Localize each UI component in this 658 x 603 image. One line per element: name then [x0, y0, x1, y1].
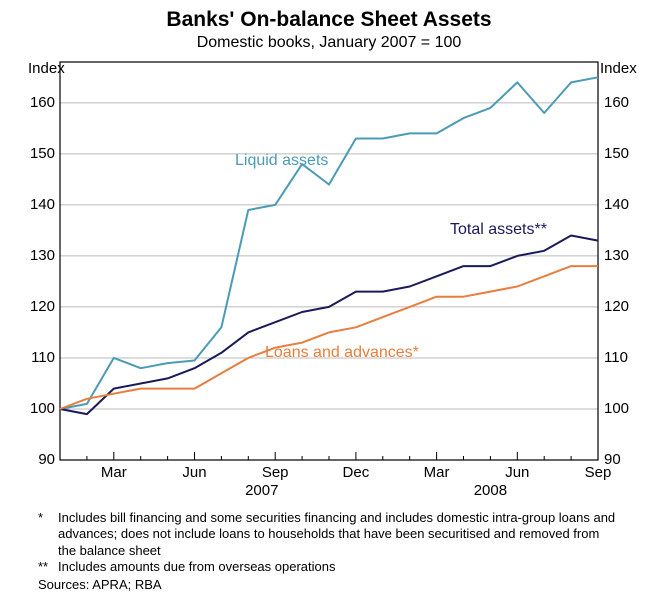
- y-tick-right: 90: [604, 451, 654, 468]
- series-label: Total assets**: [450, 221, 547, 239]
- y-tick-right: 110: [604, 349, 654, 366]
- footnotes: *Includes bill financing and some securi…: [38, 510, 638, 593]
- chart-container: Banks' On-balance Sheet Assets Domestic …: [0, 0, 658, 603]
- x-tick-label: Sep: [262, 464, 289, 481]
- series-label: Liquid assets: [235, 152, 328, 170]
- footnote1-text: Includes bill financing and some securit…: [58, 510, 618, 559]
- x-tick-label: Jun: [182, 464, 206, 481]
- plot-area: [60, 62, 598, 460]
- series-line: [60, 236, 598, 415]
- y-tick-left: 100: [5, 400, 55, 417]
- footnote2-marker: **: [38, 559, 58, 575]
- sources-text: APRA; RBA: [92, 577, 161, 592]
- y-tick-right: 130: [604, 247, 654, 264]
- footnote1-marker: *: [38, 510, 58, 526]
- chart-subtitle: Domestic books, January 2007 = 100: [0, 34, 658, 52]
- y-tick-left: 130: [5, 247, 55, 264]
- y-tick-left: 150: [5, 145, 55, 162]
- y-tick-left: 140: [5, 196, 55, 213]
- y-tick-right: 160: [604, 94, 654, 111]
- sources-label: Sources:: [38, 577, 89, 592]
- chart-title: Banks' On-balance Sheet Assets: [0, 0, 658, 32]
- footnote2-text: Includes amounts due from overseas opera…: [58, 559, 618, 575]
- y-tick-right: 120: [604, 298, 654, 315]
- x-tick-label: Mar: [101, 464, 127, 481]
- x-tick-label: Mar: [424, 464, 450, 481]
- y-tick-left: 160: [5, 94, 55, 111]
- x-tick-label: Sep: [585, 464, 612, 481]
- x-tick-label: Jun: [505, 464, 529, 481]
- x-year-label: 2007: [245, 482, 278, 499]
- y-tick-left: 90: [5, 451, 55, 468]
- y-tick-right: 140: [604, 196, 654, 213]
- y-tick-left: 120: [5, 298, 55, 315]
- x-year-label: 2008: [474, 482, 507, 499]
- y-tick-right: 150: [604, 145, 654, 162]
- y-tick-right: 100: [604, 400, 654, 417]
- series-line: [60, 266, 598, 409]
- series-label: Loans and advances*: [265, 344, 419, 362]
- x-tick-label: Dec: [343, 464, 370, 481]
- y-axis-label-right: Index: [600, 60, 637, 77]
- y-tick-left: 110: [5, 349, 55, 366]
